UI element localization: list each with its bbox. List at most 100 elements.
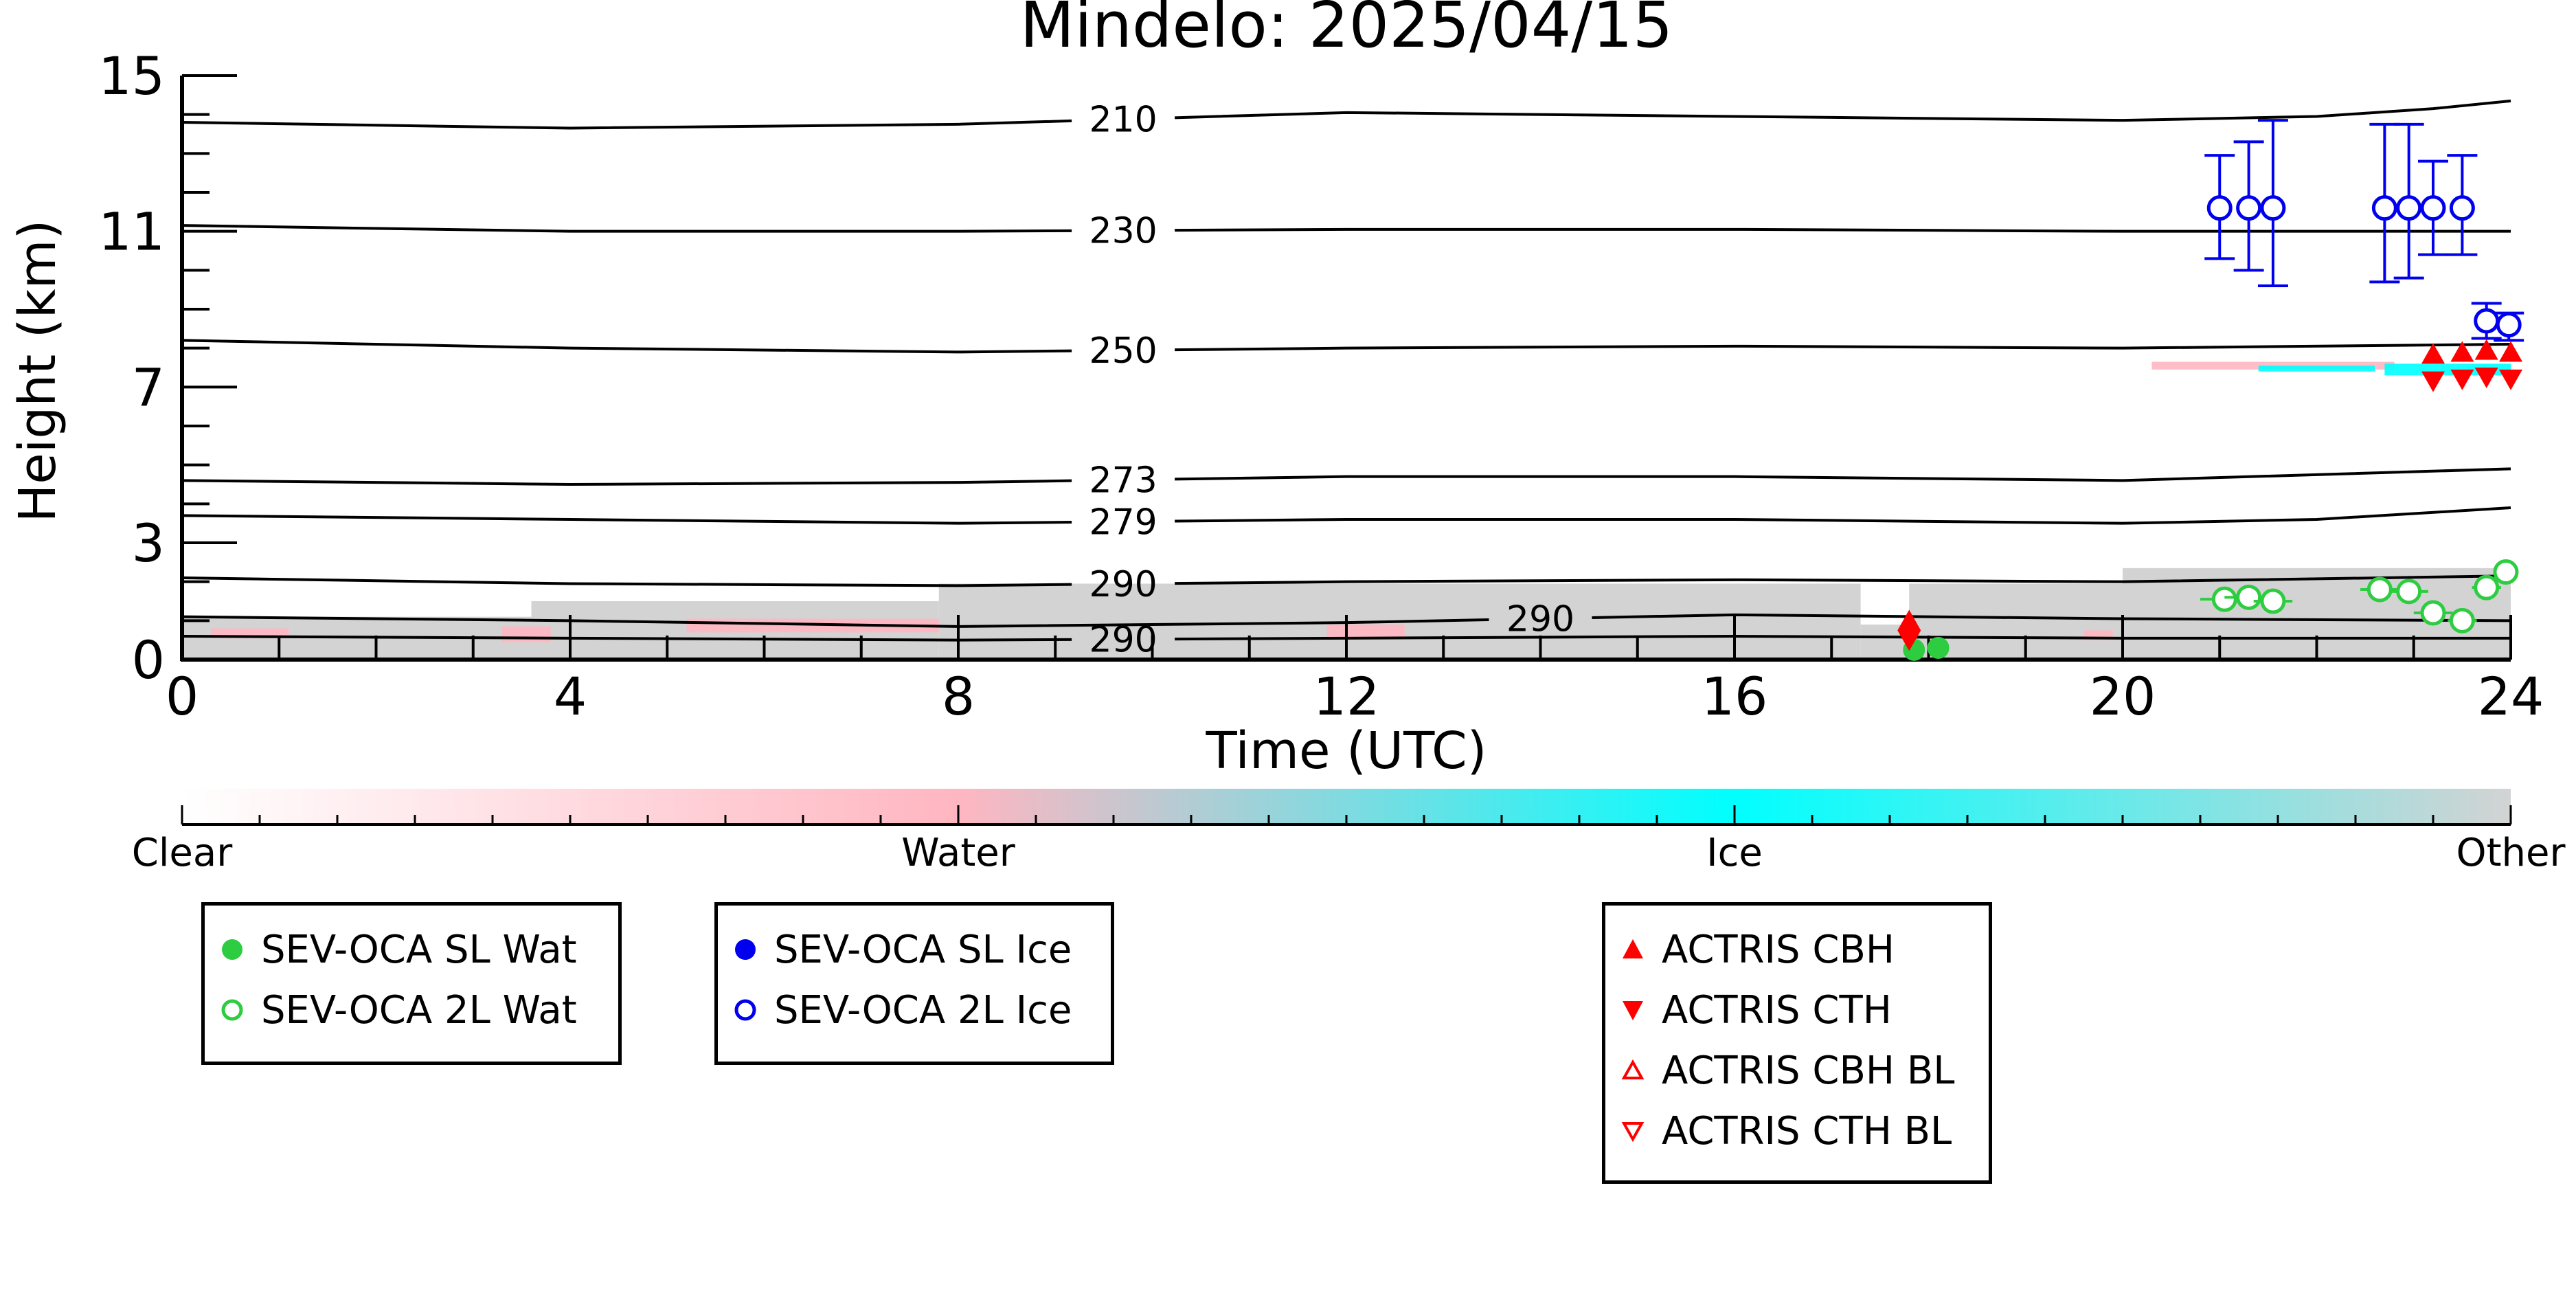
point-sev-oca-2l-ice [2449, 195, 2475, 221]
legend-sevoca-ice: SEV-OCA SL Ice SEV-OCA 2L Ice [714, 902, 1114, 1065]
y-tick-label: 3 [132, 513, 165, 574]
colorbar-label-water: Water [901, 831, 1016, 875]
point-sev-oca-2l-wat [2366, 576, 2393, 603]
legend-label: ACTRIS CTH [1662, 987, 1892, 1033]
point-sev-oca-2l-ice [2206, 195, 2233, 221]
legend-sevoca-water: SEV-OCA SL Wat SEV-OCA 2L Wat [201, 902, 622, 1065]
point-actris-cth [2450, 369, 2474, 390]
point-actris-cth [1897, 630, 1921, 651]
point-sev-oca-2l-wat [2211, 586, 2237, 612]
filled-triangle-down-icon [1623, 1001, 1643, 1020]
axes: 0 3 7 11 15 0 4 8 12 16 20 24 [98, 45, 2544, 727]
point-sev-oca-2l-ice [2371, 195, 2397, 221]
x-tick-label: 16 [1702, 666, 1768, 727]
contour-line-290 [181, 576, 1072, 587]
contour-line-290 [1592, 613, 2511, 622]
point-sev-oca-2l-ice [2396, 195, 2422, 221]
x-tick-label: 20 [2090, 666, 2156, 727]
filled-circle-icon [735, 939, 756, 960]
point-sev-oca-2l-ice [2260, 195, 2286, 221]
point-actris-cth [2421, 371, 2445, 392]
point-sev-oca-2l-ice [2236, 195, 2262, 221]
y-tick-label: 0 [132, 629, 165, 691]
legend-actris: ACTRIS CBH ACTRIS CTH ACTRIS CBH BL ACTR… [1602, 902, 1992, 1184]
contour-line-290 [1175, 574, 2511, 585]
contour-line-230 [1175, 227, 2511, 233]
contour-line-279 [1175, 506, 2511, 525]
point-sev-oca-2l-wat [2449, 607, 2475, 633]
y-axis-label: Height (km) [8, 220, 67, 523]
legend-label: SEV-OCA 2L Ice [774, 987, 1072, 1033]
x-tick-label: 12 [1313, 666, 1380, 727]
legend-item-actris-cth-bl: ACTRIS CTH BL [1619, 1103, 1952, 1158]
legend-label: SEV-OCA SL Wat [261, 927, 577, 972]
data-markers [1897, 119, 2524, 661]
contour-line-279 [181, 514, 1072, 525]
legend-item-sevoca-sl-ice: SEV-OCA SL Ice [732, 922, 1072, 977]
point-sev-oca-sl-wat [1927, 637, 1950, 659]
point-sev-oca-2l-wat [2260, 588, 2286, 614]
contour-label-250: 250 [1089, 330, 1157, 372]
legend-item-actris-cbh-bl: ACTRIS CBH BL [1619, 1043, 1954, 1098]
point-sev-oca-2l-wat [2396, 579, 2422, 605]
legend-item-actris-cbh: ACTRIS CBH [1619, 922, 1895, 977]
chart-title: Mindelo: 2025/04/15 [1020, 0, 1673, 62]
point-actris-cbh [2421, 343, 2445, 364]
legend-label: ACTRIS CBH [1662, 927, 1895, 972]
filled-triangle-up-icon [1623, 939, 1643, 958]
cloud-region-ice [2258, 366, 2375, 372]
point-sev-oca-2l-wat [2420, 600, 2446, 626]
legend-label: ACTRIS CBH BL [1662, 1048, 1955, 1093]
contour-line-210 [1175, 99, 2511, 122]
cloud-classification-field [182, 361, 2511, 660]
open-circle-icon [734, 999, 756, 1021]
contour-label-290: 290 [1506, 599, 1574, 640]
contour-label-210: 210 [1089, 100, 1157, 141]
cloud-region-water [502, 626, 551, 642]
point-actris-cth [2499, 369, 2522, 390]
x-tick-label: 24 [2478, 666, 2544, 727]
contour-line-273 [1175, 467, 2511, 482]
legend-label: ACTRIS CTH BL [1662, 1108, 1952, 1154]
filled-circle-icon [222, 939, 242, 960]
legend-item-sevoca-2l-ice: SEV-OCA 2L Ice [732, 983, 1072, 1037]
legend-label: SEV-OCA SL Ice [774, 927, 1072, 972]
point-actris-cth [2474, 368, 2498, 388]
contour-label-279: 279 [1089, 502, 1157, 543]
x-tick-label: 0 [166, 666, 199, 727]
contour-label-230: 230 [1089, 210, 1157, 251]
x-tick-label: 8 [942, 666, 975, 727]
cloud-region-water [2151, 361, 2395, 370]
contour-label-273: 273 [1089, 460, 1157, 502]
point-sev-oca-2l-wat [2474, 574, 2500, 600]
point-actris-cbh [2450, 341, 2474, 362]
contour-label-290: 290 [1089, 619, 1157, 660]
contour-label-290: 290 [1089, 564, 1157, 605]
open-circle-icon [221, 999, 243, 1021]
point-sev-oca-2l-wat [2493, 559, 2519, 585]
cloud-region-water [1326, 625, 1405, 638]
contour-line-250 [181, 339, 1072, 354]
x-axis-label: Time (UTC) [1205, 721, 1487, 781]
point-sev-oca-2l-wat [2236, 584, 2262, 610]
colorbar-label-ice: Ice [1706, 831, 1763, 875]
legend-item-actris-cth: ACTRIS CTH [1619, 983, 1892, 1037]
colorbar: Clear Water Ice Other [132, 789, 2566, 875]
legend-item-sevoca-sl-wat: SEV-OCA SL Wat [218, 922, 577, 977]
legend-label: SEV-OCA 2L Wat [261, 987, 577, 1033]
open-triangle-up-icon [1621, 1059, 1645, 1079]
contour-line-230 [181, 224, 1072, 233]
y-tick-label: 11 [98, 201, 165, 262]
colorbar-label-other: Other [2456, 831, 2566, 875]
contour-line-210 [181, 119, 1072, 130]
contour-line-273 [181, 479, 1072, 486]
open-triangle-down-icon [1621, 1122, 1645, 1143]
point-actris-cbh [1897, 609, 1921, 631]
colorbar-label-clear: Clear [132, 831, 233, 875]
contour-line-250 [1175, 343, 2511, 352]
point-sev-oca-2l-ice [2420, 195, 2446, 221]
legend-item-sevoca-2l-wat: SEV-OCA 2L Wat [218, 983, 577, 1037]
cloud-region-other [1385, 583, 1861, 660]
